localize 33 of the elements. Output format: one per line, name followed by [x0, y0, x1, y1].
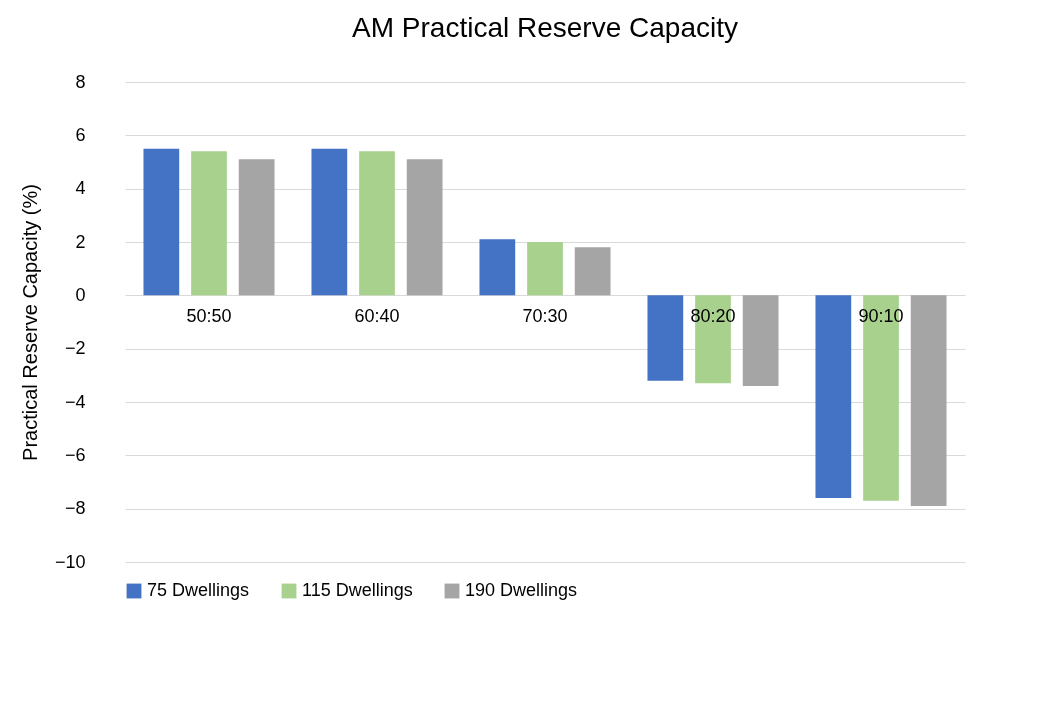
bar	[359, 151, 395, 296]
bar	[311, 148, 348, 296]
y-tick-label: 0	[75, 284, 86, 305]
y-tick-label: −2	[64, 338, 86, 359]
y-tick-label: −4	[64, 391, 86, 412]
bar	[143, 148, 180, 296]
x-tick-label: 60:40	[354, 305, 400, 326]
x-tick-label: 80:20	[690, 305, 736, 326]
y-tick-label: 4	[75, 178, 86, 199]
y-tick-label: 6	[75, 124, 86, 145]
bar	[742, 295, 779, 386]
legend-label: 115 Dwellings	[302, 580, 413, 600]
bar	[238, 159, 275, 296]
y-tick-label: 2	[75, 231, 86, 252]
bar	[479, 239, 516, 296]
bar	[191, 151, 227, 296]
bar	[527, 242, 563, 296]
bar	[910, 295, 947, 506]
y-tick-label: −6	[64, 444, 86, 465]
bar	[815, 295, 852, 498]
y-axis-title: Practical Reserve Capacity (%)	[18, 184, 41, 461]
chart-title: AM Practical Reserve Capacity	[352, 12, 738, 43]
bar	[574, 247, 611, 296]
legend-label: 190 Dwellings	[465, 580, 578, 600]
y-tick-label: −8	[64, 498, 86, 519]
legend-label: 75 Dwellings	[147, 580, 250, 600]
x-tick-label: 50:50	[186, 305, 232, 326]
y-tick-label: 8	[75, 71, 86, 92]
bar	[406, 159, 443, 296]
x-tick-label: 90:10	[858, 305, 904, 326]
bar	[647, 295, 684, 381]
x-tick-label: 70:30	[522, 305, 568, 326]
y-tick-label: −10	[54, 551, 86, 572]
